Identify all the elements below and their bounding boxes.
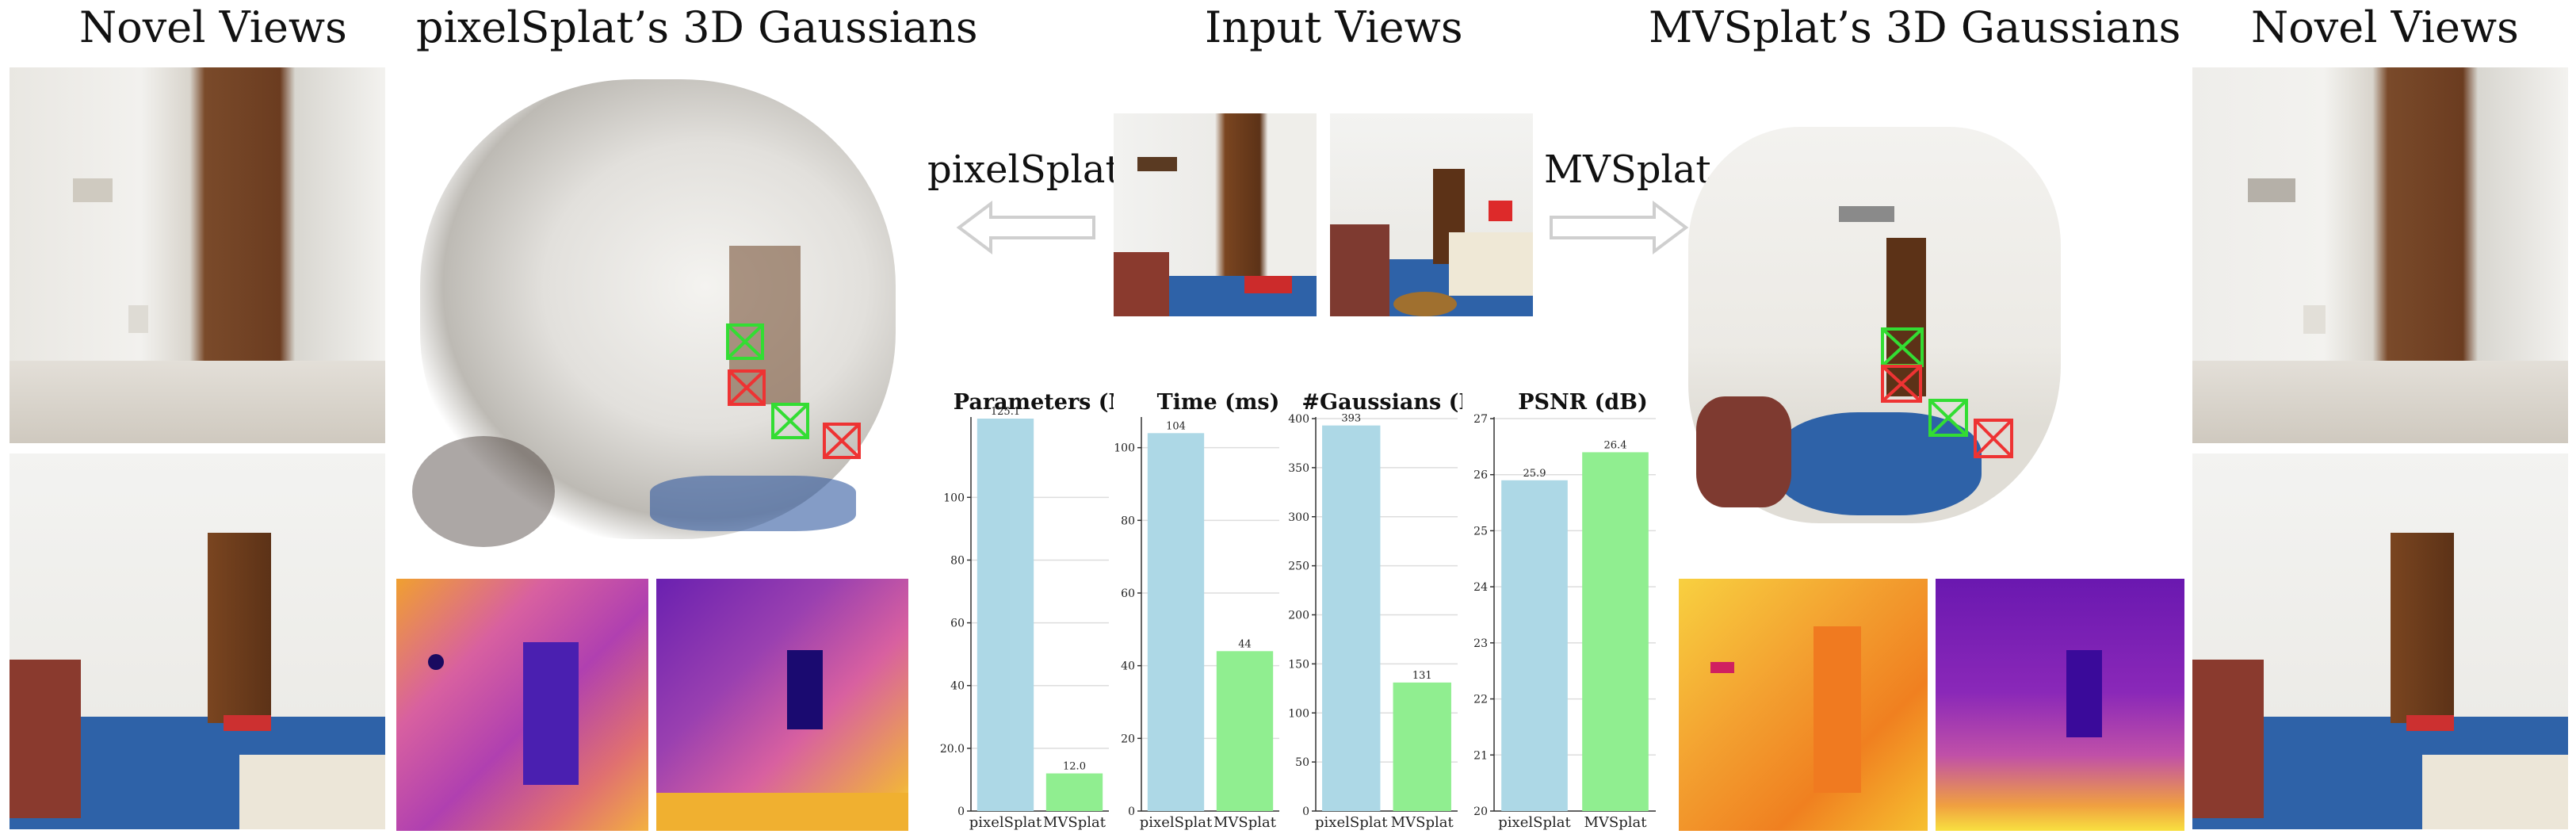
chart-parameters: Parameters (M) 0 20.0 40 60 80 100 125.1 pixelSp… [940,390,1114,831]
y-tick-label: 25 [1473,525,1488,538]
x-tick-label: MVSplat [1391,814,1454,831]
data-label: 44 [1238,638,1252,650]
y-tick-label: 27 [1473,413,1488,426]
x-tick-label: pixelSplat [1140,814,1213,831]
input-view-1-image [1114,113,1317,316]
y-tick-label: 150 [1288,658,1309,671]
bar-pixelsplat [1147,433,1205,811]
chart-time: Time (ms) 0 20 40 60 80 100 104 pixelSplat 44 MVSp… [1114,390,1280,831]
y-tick-label: 350 [1288,462,1309,475]
chart-title: PSNR (dB) [1518,390,1648,415]
y-tick-label: 80 [950,554,965,567]
y-tick-label: 20 [1473,805,1488,818]
novel-view-right-top-image [2192,67,2568,443]
x-tick-label: MVSplat [1213,814,1277,831]
y-tick-label: 21 [1473,749,1488,762]
bar-mvsplat [1045,773,1103,811]
chart-gaussians: #Gaussians (K) 0 50 100 150 200 250 300 350 400 39… [1288,390,1462,831]
y-tick-label: 100 [943,492,965,504]
chart-title: Parameters (M) [954,390,1114,415]
x-tick-label: MVSplat [1584,814,1647,831]
y-tick-label: 24 [1473,581,1488,594]
arrow-right-icon [1550,201,1689,254]
heading-novel-views-left: Novel Views [79,2,347,52]
y-tick-label: 0 [957,805,965,818]
data-label: 25.9 [1523,468,1546,480]
novel-view-left-bottom-image [10,453,385,829]
data-label: 125.1 [991,406,1020,418]
y-tick-label: 22 [1473,694,1488,706]
y-tick-label: 100 [1288,707,1309,720]
y-tick-label: 250 [1288,561,1309,573]
y-tick-label: 100 [1114,442,1135,455]
arrow-left-icon [956,201,1095,254]
heading-mvsplat-gaussians: MVSplat’s 3D Gaussians [1649,2,2181,52]
input-view-2-image [1330,113,1533,316]
pixelsplat-depth-map-1 [396,579,648,831]
y-tick-label: 20.0 [940,743,965,756]
x-tick-label: pixelSplat [1315,814,1388,831]
y-tick-label: 300 [1288,511,1309,524]
camera-frustums-mvsplat [1881,327,2013,458]
heading-novel-views-right: Novel Views [2251,2,2519,52]
bar-mvsplat [1216,651,1274,811]
mvsplat-depth-map-1 [1679,579,1928,831]
camera-frustums-pixelsplat [726,323,861,459]
bar-pixelsplat [977,419,1034,811]
y-tick-label: 400 [1288,413,1309,426]
y-tick-label: 80 [1121,515,1135,527]
heading-input-views: Input Views [1205,2,1463,52]
chart-title: Time (ms) [1157,390,1280,415]
y-tick-label: 200 [1288,610,1309,622]
x-tick-label: pixelSplat [969,814,1042,831]
y-tick-label: 0 [1128,805,1135,818]
mvsplat-depth-map-2 [1936,579,2184,831]
novel-view-right-bottom-image [2192,453,2568,829]
bar-mvsplat [1582,452,1649,811]
y-tick-label: 23 [1473,637,1488,650]
y-tick-label: 40 [950,680,965,693]
novel-view-left-top-image [10,67,385,443]
y-tick-label: 50 [1295,756,1309,769]
y-tick-label: 60 [1121,587,1135,600]
y-tick-label: 0 [1302,805,1309,818]
data-label: 393 [1341,413,1361,425]
chart-title: #Gaussians (K) [1301,390,1462,415]
y-tick-label: 26 [1473,469,1488,482]
arrow-label-mvsplat: MVSplat [1544,147,1711,192]
pixelsplat-depth-map-2 [656,579,908,831]
y-tick-label: 20 [1121,733,1135,745]
y-tick-label: 40 [1121,660,1135,673]
bar-mvsplat [1393,682,1451,811]
heading-pixelsplat-gaussians: pixelSplat’s 3D Gaussians [416,2,978,52]
data-label: 104 [1166,420,1186,432]
data-label: 26.4 [1604,439,1627,451]
x-tick-label: pixelSplat [1498,814,1571,831]
mvsplat-gaussians-render [1680,111,2077,539]
x-tick-label: MVSplat [1043,814,1106,831]
pixelsplat-gaussians-render [396,63,943,555]
y-tick-label: 60 [950,618,965,630]
data-label: 12.0 [1063,761,1086,773]
bar-pixelsplat [1501,480,1568,811]
chart-psnr: PSNR (dB) 20 21 22 23 24 25 26 27 25.9 pixelSplat 2… [1473,390,1656,831]
bar-pixelsplat [1322,425,1381,811]
arrow-label-pixelsplat: pixelSplat [927,147,1121,192]
data-label: 131 [1412,670,1432,682]
